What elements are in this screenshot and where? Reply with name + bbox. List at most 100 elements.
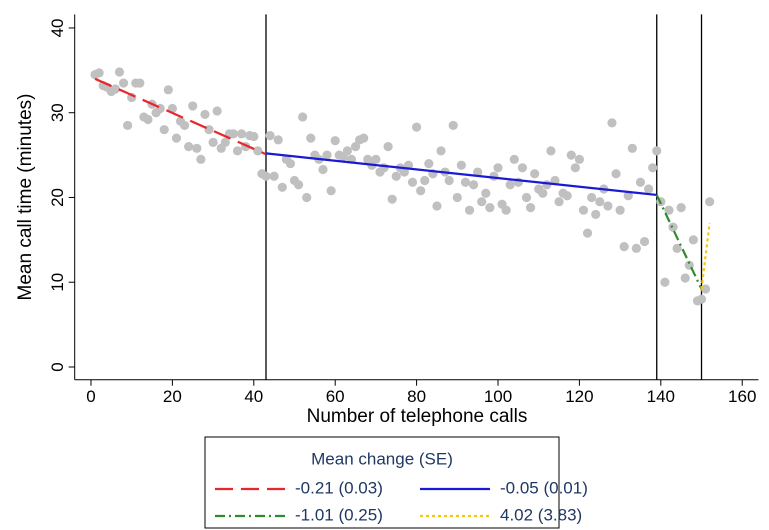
data-point	[228, 129, 239, 139]
data-point	[456, 160, 466, 170]
data-point	[460, 177, 471, 187]
data-point	[184, 142, 194, 152]
data-point	[652, 146, 662, 156]
y-tick-label: 0	[48, 362, 67, 371]
data-point	[473, 167, 483, 177]
data-point	[261, 171, 271, 181]
data-point	[285, 158, 296, 169]
x-tick-label: 0	[86, 387, 95, 406]
data-point	[595, 197, 605, 207]
data-point	[591, 209, 601, 220]
data-point	[249, 131, 259, 142]
data-point	[587, 192, 597, 203]
y-tick-label: 30	[48, 103, 67, 122]
data-point	[114, 67, 125, 77]
data-point	[570, 163, 580, 173]
data-point	[615, 205, 625, 215]
y-tick-label: 10	[48, 273, 67, 292]
data-point	[118, 78, 129, 88]
data-point	[611, 169, 621, 179]
data-point	[436, 146, 446, 156]
data-point	[505, 180, 515, 190]
data-point	[232, 146, 243, 156]
data-point	[416, 186, 426, 196]
data-point	[371, 154, 381, 164]
data-point	[452, 192, 462, 203]
data-point	[200, 109, 210, 120]
data-point	[578, 205, 589, 215]
data-point	[350, 142, 361, 152]
data-point	[424, 158, 434, 169]
data-point	[94, 68, 104, 78]
data-point	[574, 154, 585, 164]
x-axis-label: Number of telephone calls	[307, 406, 528, 427]
data-point	[359, 133, 369, 143]
data-point	[265, 131, 275, 141]
data-point	[635, 177, 646, 187]
data-point	[342, 146, 353, 156]
data-point	[277, 182, 287, 192]
data-point	[668, 222, 678, 232]
trend-line	[655, 194, 703, 290]
data-point	[306, 133, 316, 143]
data-point	[700, 284, 711, 294]
data-point	[562, 191, 572, 201]
x-tick-label: 120	[565, 387, 593, 406]
data-point	[481, 188, 491, 198]
data-point	[322, 150, 332, 160]
x-tick-label: 160	[728, 387, 756, 406]
legend-label: -0.21 (0.03)	[295, 478, 383, 497]
data-point	[110, 84, 121, 94]
data-point	[501, 205, 511, 215]
data-point	[171, 133, 182, 143]
data-point	[159, 125, 169, 135]
data-point	[566, 150, 576, 160]
y-tick-label: 40	[48, 19, 67, 38]
legend-title: Mean change (SE)	[311, 449, 453, 468]
data-point	[196, 154, 206, 164]
data-point	[517, 163, 528, 173]
data-point	[688, 235, 698, 245]
data-point	[179, 120, 190, 131]
data-point	[448, 120, 458, 131]
data-point	[530, 169, 540, 179]
data-point	[546, 146, 556, 156]
data-point	[485, 203, 495, 213]
x-tick-label: 20	[163, 387, 182, 406]
data-point	[619, 242, 629, 252]
data-point	[477, 197, 487, 207]
data-point	[464, 205, 475, 215]
data-point	[676, 203, 686, 213]
data-point	[326, 186, 336, 196]
data-point	[302, 192, 312, 203]
data-point	[623, 191, 633, 201]
data-point	[204, 125, 214, 135]
x-tick-label: 140	[647, 387, 675, 406]
data-point	[399, 167, 409, 177]
data-point	[383, 142, 393, 152]
data-point	[123, 120, 133, 131]
data-point	[208, 137, 218, 147]
data-point	[639, 236, 650, 247]
trend-line	[700, 222, 711, 290]
x-tick-label: 40	[244, 387, 263, 406]
data-point	[521, 192, 532, 203]
data-point	[607, 118, 617, 128]
data-point	[420, 175, 430, 186]
data-point	[330, 136, 340, 146]
data-point	[387, 194, 397, 204]
data-point	[318, 164, 328, 175]
data-point	[705, 197, 715, 207]
legend-label: -0.05 (0.01)	[500, 478, 588, 497]
data-point	[468, 180, 479, 190]
legend-label: -1.01 (0.25)	[295, 505, 383, 524]
data-point	[135, 78, 145, 88]
data-point	[253, 146, 263, 156]
data-point	[273, 135, 283, 145]
data-point	[269, 171, 279, 181]
data-point	[293, 180, 304, 190]
x-tick-label: 100	[484, 387, 512, 406]
x-tick-label: 60	[326, 387, 345, 406]
data-point	[493, 163, 503, 173]
